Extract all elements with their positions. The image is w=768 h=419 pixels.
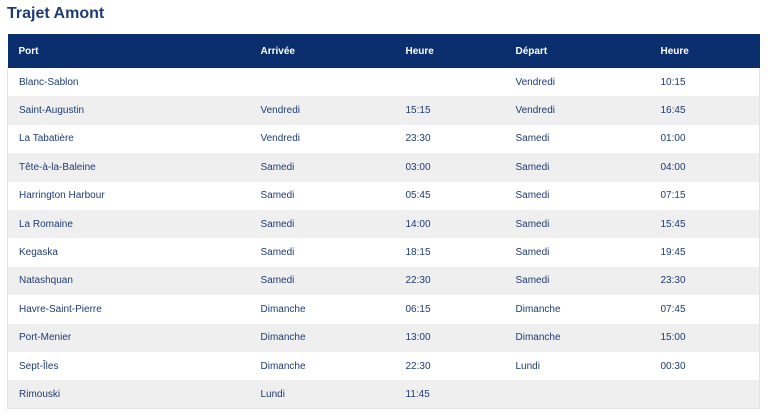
departure-day-cell: Samedi xyxy=(515,133,550,145)
header-row: Port Arrivée Heure Départ Heure xyxy=(7,34,760,68)
schedule-table: Port Arrivée Heure Départ Heure Blanc-Sa… xyxy=(7,34,760,409)
arrival-day-cell: Dimanche xyxy=(260,303,306,315)
table-row: Port-Menier Dimanche 13:00 Dimanche 15:0… xyxy=(7,323,760,352)
table-row: Kegaska Samedi 18:15 Samedi 19:45 xyxy=(7,238,760,267)
port-cell: Rimouski xyxy=(19,388,61,400)
arrival-day-cell: Samedi xyxy=(260,161,295,173)
departure-day-cell xyxy=(505,380,650,408)
port-cell: Harrington Harbour xyxy=(19,190,105,202)
departure-time-cell: 23:30 xyxy=(660,275,686,287)
port-cell: Havre-Saint-Pierre xyxy=(19,303,102,315)
port-cell: Natashquan xyxy=(19,275,73,287)
departure-day-cell: Lundi xyxy=(515,360,540,372)
departure-day-cell: Samedi xyxy=(515,161,550,173)
port-cell: Saint-Augustin xyxy=(19,105,85,117)
arrival-day-cell: Dimanche xyxy=(260,360,306,372)
arrival-time-cell: 03:00 xyxy=(405,161,431,173)
departure-day-cell: Dimanche xyxy=(515,332,561,344)
table-row: Harrington Harbour Samedi 05:45 Samedi 0… xyxy=(7,181,760,210)
column-header-departure-time: Heure xyxy=(660,45,689,57)
arrival-day-cell: Vendredi xyxy=(260,133,300,145)
page-title: Trajet Amont xyxy=(7,5,105,22)
departure-time-cell: 01:00 xyxy=(660,133,686,145)
arrival-time-cell: 18:15 xyxy=(405,247,431,259)
departure-time-cell: 07:15 xyxy=(660,190,686,202)
schedule-table-header: Port Arrivée Heure Départ Heure xyxy=(7,34,760,68)
departure-time-cell: 15:00 xyxy=(660,332,686,344)
departure-day-cell: Samedi xyxy=(515,275,550,287)
departure-day-cell: Vendredi xyxy=(515,76,555,88)
arrival-time-cell: 15:15 xyxy=(405,105,431,117)
departure-time-cell: 15:45 xyxy=(660,218,686,230)
port-cell: Blanc-Sablon xyxy=(19,76,79,88)
port-cell: La Tabatière xyxy=(19,133,74,145)
arrival-day-cell: Vendredi xyxy=(260,105,300,117)
departure-day-cell: Vendredi xyxy=(515,105,555,117)
departure-day-cell: Samedi xyxy=(515,218,550,230)
arrival-day-cell: Samedi xyxy=(260,218,295,230)
table-row: Havre-Saint-Pierre Dimanche 06:15 Dimanc… xyxy=(7,295,760,324)
arrival-time-cell: 22:30 xyxy=(405,275,431,287)
port-cell: La Romaine xyxy=(19,218,73,230)
arrival-day-cell: Samedi xyxy=(260,190,295,202)
port-cell: Kegaska xyxy=(19,247,58,259)
departure-time-cell: 16:45 xyxy=(660,105,686,117)
table-row: Blanc-Sablon Vendredi 10:15 xyxy=(7,68,760,97)
arrival-day-cell: Samedi xyxy=(260,247,295,259)
table-row: La Romaine Samedi 14:00 Samedi 15:45 xyxy=(7,209,760,239)
column-header-arrival: Arrivée xyxy=(260,45,295,57)
table-row: Saint-Augustin Vendredi 15:15 Vendredi 1… xyxy=(7,96,760,125)
departure-day-cell: Samedi xyxy=(515,247,550,259)
arrival-time-cell: 11:45 xyxy=(405,388,430,400)
arrival-time-cell: 13:00 xyxy=(405,332,431,344)
departure-time-cell xyxy=(650,380,760,408)
arrival-time-cell xyxy=(395,68,505,96)
arrival-time-cell: 23:30 xyxy=(405,133,431,145)
arrival-day-cell xyxy=(250,68,395,96)
table-row: La Tabatière Vendredi 23:30 Samedi 01:00 xyxy=(7,124,760,154)
schedule-table-body: Blanc-Sablon Vendredi 10:15 Saint-August… xyxy=(7,68,760,409)
port-cell: Port-Menier xyxy=(19,332,72,344)
departure-time-cell: 10:15 xyxy=(660,76,686,88)
table-row: Rimouski Lundi 11:45 xyxy=(7,380,760,409)
arrival-time-cell: 22:30 xyxy=(405,360,431,372)
departure-time-cell: 00:30 xyxy=(660,360,686,372)
arrival-day-cell: Dimanche xyxy=(260,332,306,344)
column-header-port: Port xyxy=(18,45,39,57)
arrival-time-cell: 06:15 xyxy=(405,303,431,315)
port-cell: Tête-à-la-Baleine xyxy=(19,161,96,173)
column-header-arrival-time: Heure xyxy=(405,45,434,57)
arrival-time-cell: 14:00 xyxy=(405,218,431,230)
table-row: Natashquan Samedi 22:30 Samedi 23:30 xyxy=(7,266,760,296)
arrival-day-cell: Samedi xyxy=(260,275,295,287)
departure-time-cell: 04:00 xyxy=(660,161,686,173)
departure-day-cell: Samedi xyxy=(515,190,550,202)
departure-time-cell: 19:45 xyxy=(660,247,686,259)
arrival-time-cell: 05:45 xyxy=(405,190,431,202)
departure-time-cell: 07:45 xyxy=(660,303,686,315)
departure-day-cell: Dimanche xyxy=(515,303,561,315)
column-header-departure: Départ xyxy=(515,45,548,57)
arrival-day-cell: Lundi xyxy=(260,388,285,400)
port-cell: Sept-Îles xyxy=(19,360,59,372)
table-row: Tête-à-la-Baleine Samedi 03:00 Samedi 04… xyxy=(7,153,760,182)
table-row: Sept-Îles Dimanche 22:30 Lundi 00:30 xyxy=(7,351,760,381)
